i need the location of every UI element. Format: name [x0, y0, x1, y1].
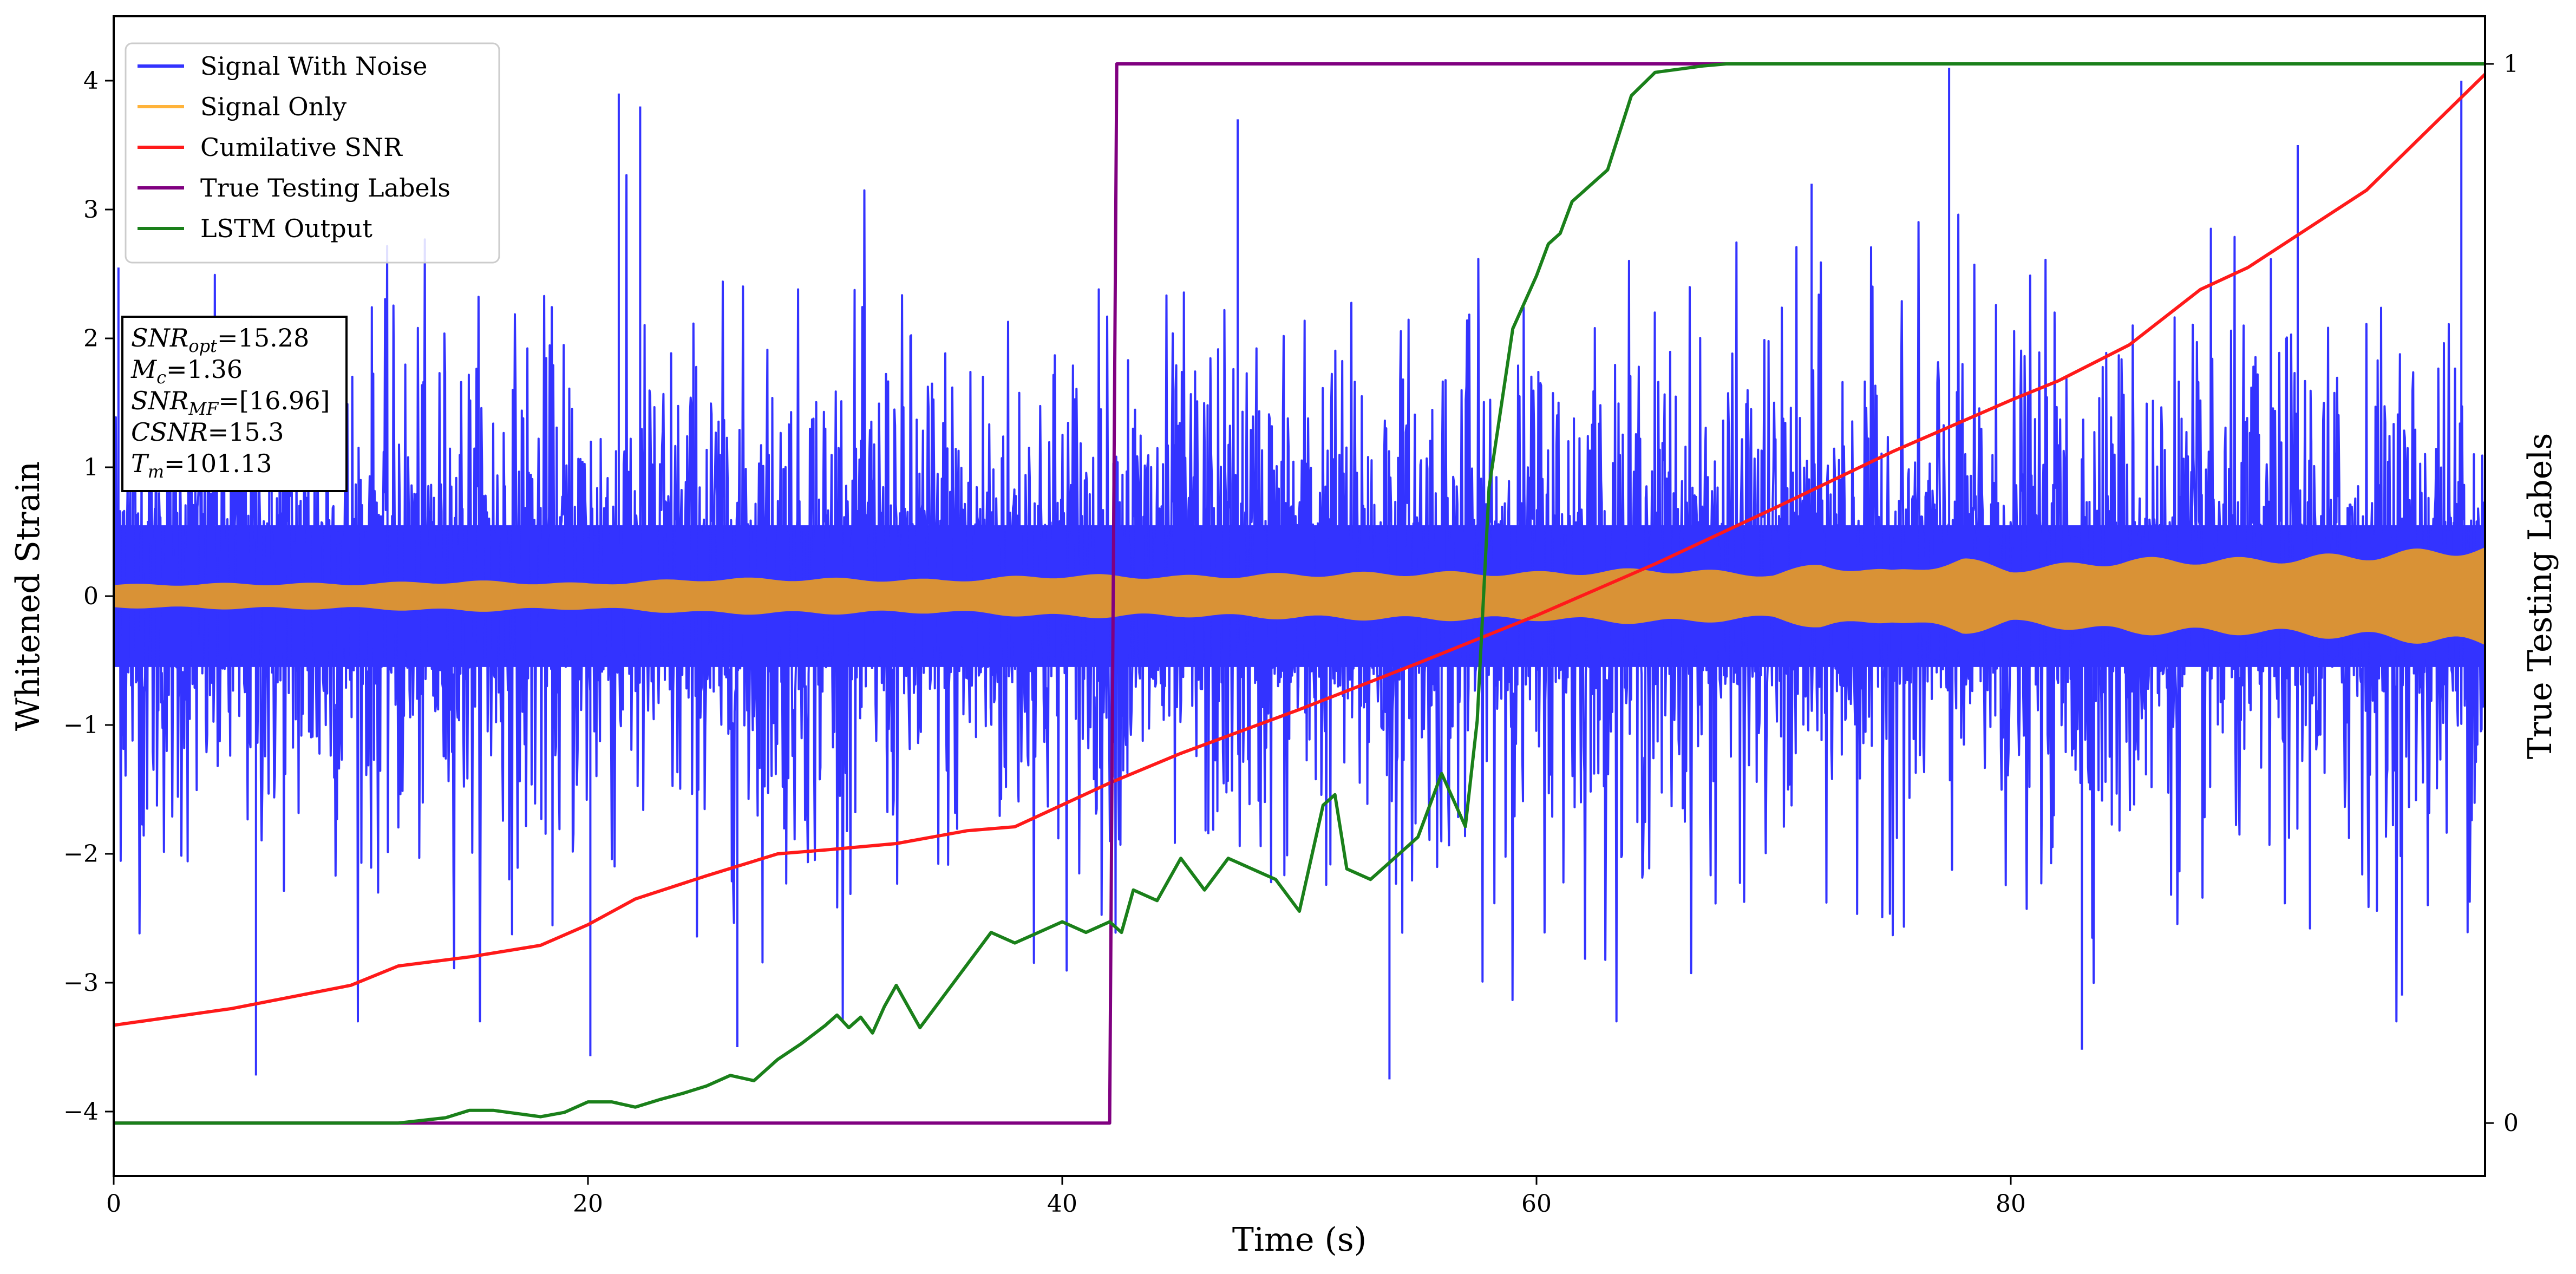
y-right-tick-label: 1	[2503, 50, 2519, 78]
y-tick-label: −3	[63, 969, 99, 997]
y-tick-label: −1	[63, 711, 99, 739]
x-tick-label: 80	[1996, 1190, 2026, 1218]
y-tick-label: −2	[63, 840, 99, 868]
annotation-frame	[121, 316, 348, 492]
legend-label: LSTM Output	[200, 214, 372, 243]
series-signal-with-noise	[114, 68, 2485, 1080]
y-tick-label: 1	[83, 454, 99, 481]
legend-box	[125, 42, 500, 264]
x-tick-label: 40	[1047, 1190, 1077, 1218]
annotation-line: SNRopt=15.28	[131, 323, 309, 356]
y-tick-label: 4	[83, 67, 99, 95]
y-tick-label: −4	[63, 1098, 99, 1126]
legend-label: Signal Only	[200, 92, 346, 121]
y-axis-label: Whitened Strain	[9, 461, 47, 731]
legend: Signal With Noise Signal Only Cumilative S…	[125, 42, 500, 264]
y-tick-label: 2	[83, 325, 99, 352]
series-signal-only	[114, 547, 2485, 645]
annotation-line: Tm=101.13	[131, 449, 272, 482]
annotation-line: CSNR=15.3	[131, 417, 284, 447]
series-cumilative-snr	[114, 73, 2485, 1027]
x-tick-label: 0	[106, 1190, 121, 1218]
legend-label: Signal With Noise	[200, 51, 427, 81]
annotation-line: SNRMF=[16.96]	[131, 386, 330, 419]
y-tick-label: 0	[83, 583, 99, 610]
plot-area	[114, 62, 2485, 1125]
x-tick-label: 20	[573, 1190, 603, 1218]
annotation-line: Mc=1.36	[130, 355, 243, 388]
y-tick-label: 3	[83, 196, 99, 224]
legend-label: True Testing Labels	[200, 173, 450, 202]
y-right-tick-label: 0	[2503, 1109, 2519, 1137]
annotation-box: SNRopt=15.28Mc=1.36SNRMF=[16.96]CSNR=15.…	[121, 316, 348, 492]
x-tick-label: 60	[1521, 1190, 1552, 1218]
series-lstm-output	[114, 62, 2485, 1125]
x-axis-label: Time (s)	[1232, 1221, 1367, 1259]
legend-label: Cumilative SNR	[200, 133, 403, 162]
y-axis-right-label: True Testing Labels	[2521, 433, 2559, 760]
